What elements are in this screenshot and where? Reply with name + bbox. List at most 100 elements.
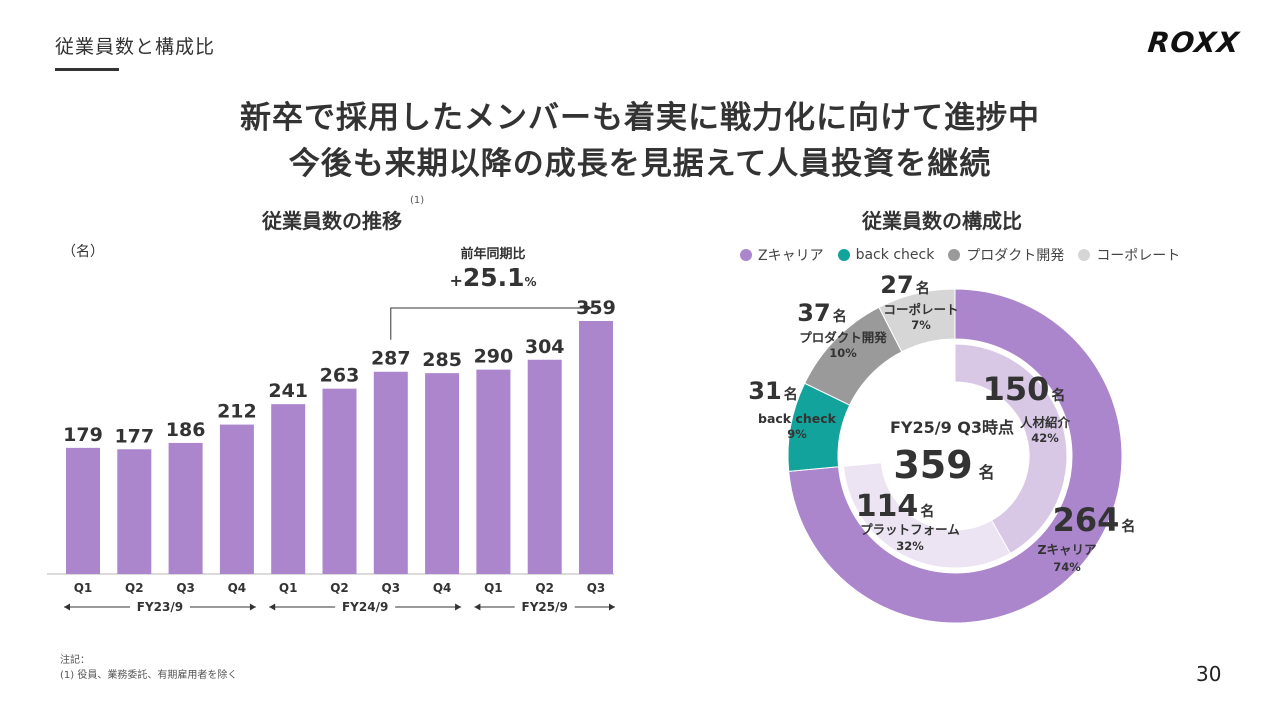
- title-underline: [55, 68, 119, 71]
- note-heading: 注記：: [60, 655, 90, 666]
- bar: [66, 447, 100, 574]
- donut-segment-percent: 10%: [829, 346, 857, 360]
- yoy-bracket: [390, 307, 586, 340]
- donut-center-unit: 名: [979, 463, 995, 482]
- bar-value-label: 359: [576, 297, 616, 319]
- fy-arrowhead-right: [455, 603, 462, 611]
- yoy-arrowhead: [585, 304, 592, 312]
- donut-count-value: 264: [1053, 501, 1120, 539]
- x-tick-label: Q2: [330, 581, 349, 595]
- donut-segment-percent: 42%: [1031, 431, 1059, 445]
- fiscal-year-label: FY25/9: [522, 600, 568, 614]
- donut-inner-segment: [954, 343, 1068, 555]
- bar: [373, 371, 408, 574]
- bar-chart-title: 従業員数の推移: [262, 209, 402, 233]
- bar-value-label: 304: [525, 336, 565, 358]
- donut-segment-percent: 7%: [911, 318, 931, 332]
- donut-count-value: 37: [797, 299, 830, 327]
- donut-center-value: 359: [893, 443, 972, 487]
- legend-item-z-career: Zキャリア: [740, 245, 824, 265]
- fy-arrowhead-right: [249, 603, 256, 611]
- donut-segment-name: 人材紹介: [1020, 415, 1071, 430]
- donut-count-unit: 名: [833, 308, 847, 325]
- bar: [322, 388, 357, 574]
- fy-arrowhead-right: [609, 603, 615, 611]
- donut-inner-segment: [842, 462, 1011, 569]
- legend-label: プロダクト開発: [966, 248, 1065, 264]
- yoy-sign: +: [449, 271, 462, 290]
- donut-count-label: 264 名: [1053, 501, 1136, 539]
- legend-label: コーポレート: [1096, 248, 1181, 264]
- bar-value-label: 287: [371, 348, 411, 370]
- x-tick-label: Q4: [433, 581, 452, 595]
- bar: [117, 449, 152, 574]
- donut-center: FY25/9 Q3時点 359 名: [890, 418, 1014, 487]
- yoy-annotation: 前年同期比 +25.1%: [449, 246, 536, 292]
- bar: [527, 359, 562, 574]
- x-tick-label: Q1: [279, 581, 298, 595]
- bar-value-label: 186: [166, 419, 206, 441]
- fiscal-year-label: FY24/9: [342, 600, 388, 614]
- donut-outer-segment: [788, 288, 1123, 624]
- x-tick-label: Q1: [74, 581, 93, 595]
- headline-line-2: 今後も来期以降の成長を見据えて人員投資を継続: [288, 146, 992, 182]
- bar: [476, 369, 511, 574]
- legend-swatch: [948, 249, 961, 261]
- fy-arrowhead-left: [64, 603, 70, 611]
- bar-value-label: 177: [114, 425, 154, 447]
- section-title: 従業員数と構成比: [55, 36, 216, 58]
- bar: [425, 373, 460, 574]
- x-tick-label: Q2: [535, 581, 554, 595]
- donut-count-unit: 名: [1051, 387, 1065, 404]
- donut-chart-title: 従業員数の構成比: [862, 209, 1022, 233]
- yoy-label: 前年同期比: [460, 246, 525, 262]
- legend-item-back-check: back check: [837, 247, 935, 263]
- donut-count-label: 150 名: [983, 370, 1066, 408]
- fy-arrowhead-left: [474, 603, 481, 611]
- x-tick-label: Q3: [176, 581, 195, 595]
- bar-value-label: 241: [268, 380, 308, 402]
- legend-swatch: [837, 249, 850, 261]
- legend-swatch: [740, 249, 752, 261]
- donut-count-unit: 名: [920, 503, 934, 520]
- donut-count-value: 31: [748, 377, 781, 405]
- bar: [579, 321, 613, 574]
- yoy-percent: %: [525, 275, 537, 289]
- legend-label: back check: [855, 247, 935, 263]
- x-tick-label: Q3: [587, 581, 606, 595]
- yoy-value-text: +25.1%: [449, 263, 536, 292]
- donut-segment-percent: 32%: [896, 539, 924, 553]
- legend-item-corporate: コーポレート: [1078, 245, 1180, 265]
- donut-count-label: 31 名: [748, 377, 797, 405]
- donut-count-label: 27 名: [880, 271, 929, 299]
- donut-legend: Zキャリア back check プロダクト開発 コーポレート: [740, 245, 1180, 265]
- yoy-value: 25.1: [463, 263, 525, 292]
- bar-value-label: 290: [474, 346, 514, 368]
- x-tick-label: Q4: [228, 581, 247, 595]
- donut-count-value: 150: [983, 370, 1050, 408]
- legend-swatch: [1078, 249, 1091, 261]
- fy-arrowhead-left: [269, 603, 276, 611]
- note-1: (1) 役員、業務委託、有期雇用者を除く: [60, 670, 238, 681]
- donut-segment-name: プラットフォーム: [860, 522, 960, 537]
- donut-count-label: 114 名: [856, 489, 935, 524]
- bar-chart: 179 Q1 177 Q2 186 Q3 212 Q4 241 Q1 263 Q2 287 Q3 285 Q4…: [47, 297, 616, 614]
- donut-segment-name: コーポレート: [883, 302, 958, 317]
- headline-line-1: 新卒で採用したメンバーも着実に戦力化に向けて進捗中: [240, 100, 1040, 136]
- donut-segment-name: プロダクト開発: [799, 330, 887, 345]
- bar: [219, 424, 254, 574]
- donut-outer-segment: [878, 288, 956, 353]
- donut-segment-name: Zキャリア: [1037, 542, 1096, 557]
- donut-count-value: 27: [880, 271, 913, 299]
- legend-label: Zキャリア: [758, 248, 824, 264]
- donut-count-label: 37 名: [797, 299, 846, 327]
- footnote-marker: (1): [410, 195, 425, 206]
- donut-count-value: 114: [856, 489, 919, 524]
- bar: [168, 442, 203, 574]
- donut-center-value-text: 359 名: [893, 443, 994, 487]
- page-number: 30: [1196, 662, 1222, 686]
- unit-label: （名）: [62, 244, 104, 260]
- donut-segment-percent: 74%: [1053, 560, 1081, 574]
- donut-segment-name: back check: [758, 411, 837, 426]
